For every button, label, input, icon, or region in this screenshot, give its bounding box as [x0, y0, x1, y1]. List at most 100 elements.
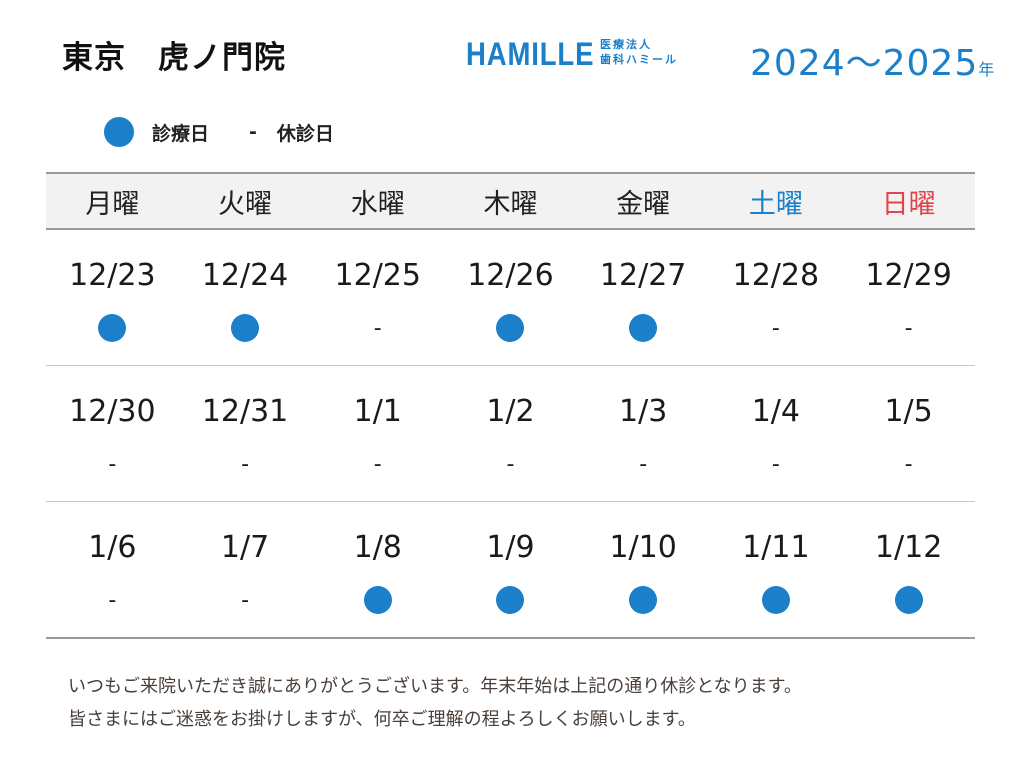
day-cell: 12/29 - [842, 229, 975, 366]
open-dot-icon [231, 314, 260, 342]
week-row: 12/30 - 12/31 - 1/1 - 1/2 - 1/3 - 1/4 - 1/5 - [46, 365, 975, 502]
weekday-header: 水曜 [311, 172, 445, 230]
date-label: 12/25 [334, 258, 421, 293]
day-cell: 1/3 - [576, 365, 710, 502]
day-cell: 1/12 [842, 501, 975, 639]
open-day-mark [179, 308, 312, 348]
open-dot-icon [496, 586, 525, 614]
open-day-mark [842, 580, 975, 620]
closed-day-mark: - [506, 451, 515, 477]
date-label: 1/3 [619, 394, 668, 429]
day-cell: 12/24 [178, 229, 312, 366]
legend-closed-symbol: - [249, 121, 257, 143]
date-label: 1/2 [486, 394, 535, 429]
date-label: 1/4 [751, 394, 800, 429]
date-label: 1/12 [874, 530, 943, 565]
notice-line-1: いつもご来院いただき誠にありがとうございます。年末年始は上記の通り休診となります… [68, 676, 802, 697]
day-cell: 1/6 - [46, 501, 179, 639]
year-range-text: 2024～2025 [750, 43, 979, 84]
logo-subtitle: 医療法人 歯科ハミール [600, 37, 680, 67]
open-dot-icon [363, 586, 392, 614]
day-cell: 12/23 [46, 229, 179, 366]
day-cell: 1/8 [311, 501, 445, 639]
logo-sub-top: 医療法人 [600, 38, 652, 51]
date-label: 1/5 [884, 394, 933, 429]
weekday-header: 月曜 [46, 172, 179, 230]
week-row: 12/23 12/24 12/25 - 12/26 12/27 12/28 - 12/29 - [46, 229, 975, 366]
closed-day-mark: - [639, 451, 648, 477]
date-label: 1/8 [353, 530, 402, 565]
open-day-mark [577, 308, 710, 348]
open-dot-icon [98, 314, 127, 342]
day-cell: 12/30 - [46, 365, 179, 502]
open-dot-icon [761, 586, 790, 614]
day-cell: 1/4 - [709, 365, 843, 502]
weekday-header: 日曜 [842, 172, 975, 230]
day-cell: 1/7 - [178, 501, 312, 639]
day-cell: 12/25 - [311, 229, 445, 366]
closed-day-mark: - [904, 451, 913, 477]
open-dot-icon [629, 314, 658, 342]
day-cell: 12/28 - [709, 229, 843, 366]
open-day-mark [710, 580, 843, 620]
day-cell: 1/5 - [842, 365, 975, 502]
open-day-mark [46, 308, 179, 348]
open-day-mark [311, 580, 444, 620]
date-label: 12/26 [467, 258, 554, 293]
open-day-mark [577, 580, 710, 620]
date-label: 12/29 [865, 258, 952, 293]
date-label: 1/1 [353, 394, 402, 429]
year-suffix: 年 [978, 60, 996, 79]
open-day-mark [444, 580, 577, 620]
week-row: 1/6 - 1/7 - 1/8 1/9 1/10 1/11 1/12 [46, 501, 975, 639]
day-cell: 1/9 [444, 501, 577, 639]
closed-day-mark: - [373, 315, 382, 341]
closure-notice: いつもご来院いただき誠にありがとうございます。年末年始は上記の通り休診となります… [68, 670, 968, 736]
closed-day-mark: - [771, 451, 780, 477]
date-label: 1/11 [742, 530, 810, 565]
notice-line-2: 皆さまにはご迷惑をお掛けしますが、何卒ご理解の程よろしくお願いします。 [68, 709, 696, 730]
closed-day-mark: - [241, 451, 250, 477]
day-cell: 12/27 [576, 229, 710, 366]
weekday-header: 木曜 [444, 172, 577, 230]
open-dot-icon [104, 117, 134, 147]
weekday-header: 金曜 [576, 172, 710, 230]
date-label: 12/30 [69, 394, 156, 429]
date-label: 1/7 [220, 530, 270, 565]
closed-day-mark: - [241, 587, 250, 613]
day-cell: 1/10 [576, 501, 710, 639]
date-label: 12/23 [69, 258, 156, 293]
day-cell: 12/31 - [178, 365, 312, 502]
legend-closed-label: 休診日 [276, 122, 334, 145]
date-label: 12/28 [732, 258, 820, 293]
date-label: 12/27 [599, 258, 687, 293]
open-dot-icon [629, 586, 658, 614]
day-cell: 1/2 - [444, 365, 577, 502]
clinic-name: 東京 虎ノ門院 [62, 40, 286, 76]
closed-day-mark: - [771, 315, 780, 341]
closed-day-mark: - [904, 315, 913, 341]
day-cell: 1/1 - [311, 365, 445, 502]
weekday-header: 土曜 [709, 172, 843, 230]
open-dot-icon [894, 586, 923, 614]
legend-open-label: 診療日 [152, 122, 210, 145]
date-label: 1/9 [486, 530, 535, 565]
date-label: 12/31 [201, 394, 289, 429]
date-label: 1/10 [609, 530, 677, 565]
logo-wordmark: HAMILLE [466, 36, 595, 72]
open-day-mark [444, 308, 577, 348]
date-label: 12/24 [201, 258, 289, 293]
day-cell: 12/26 [444, 229, 577, 366]
closed-day-mark: - [373, 451, 382, 477]
date-label: 1/6 [88, 530, 137, 565]
open-dot-icon [496, 314, 525, 342]
year-range: 2024～2025年 [750, 34, 995, 86]
weekday-header-row: 月曜 火曜 水曜 木曜 金曜 土曜 日曜 [46, 172, 975, 230]
day-cell: 1/11 [709, 501, 843, 639]
logo-sub-bottom: 歯科ハミール [600, 53, 678, 66]
legend: 診療日 - 休診日 [104, 116, 334, 148]
weekday-header: 火曜 [178, 172, 312, 230]
closed-day-mark: - [108, 451, 117, 477]
holiday-schedule-table: 月曜 火曜 水曜 木曜 金曜 土曜 日曜 12/23 12/24 12/25-12/… [46, 172, 975, 639]
closed-day-mark: - [108, 587, 117, 613]
